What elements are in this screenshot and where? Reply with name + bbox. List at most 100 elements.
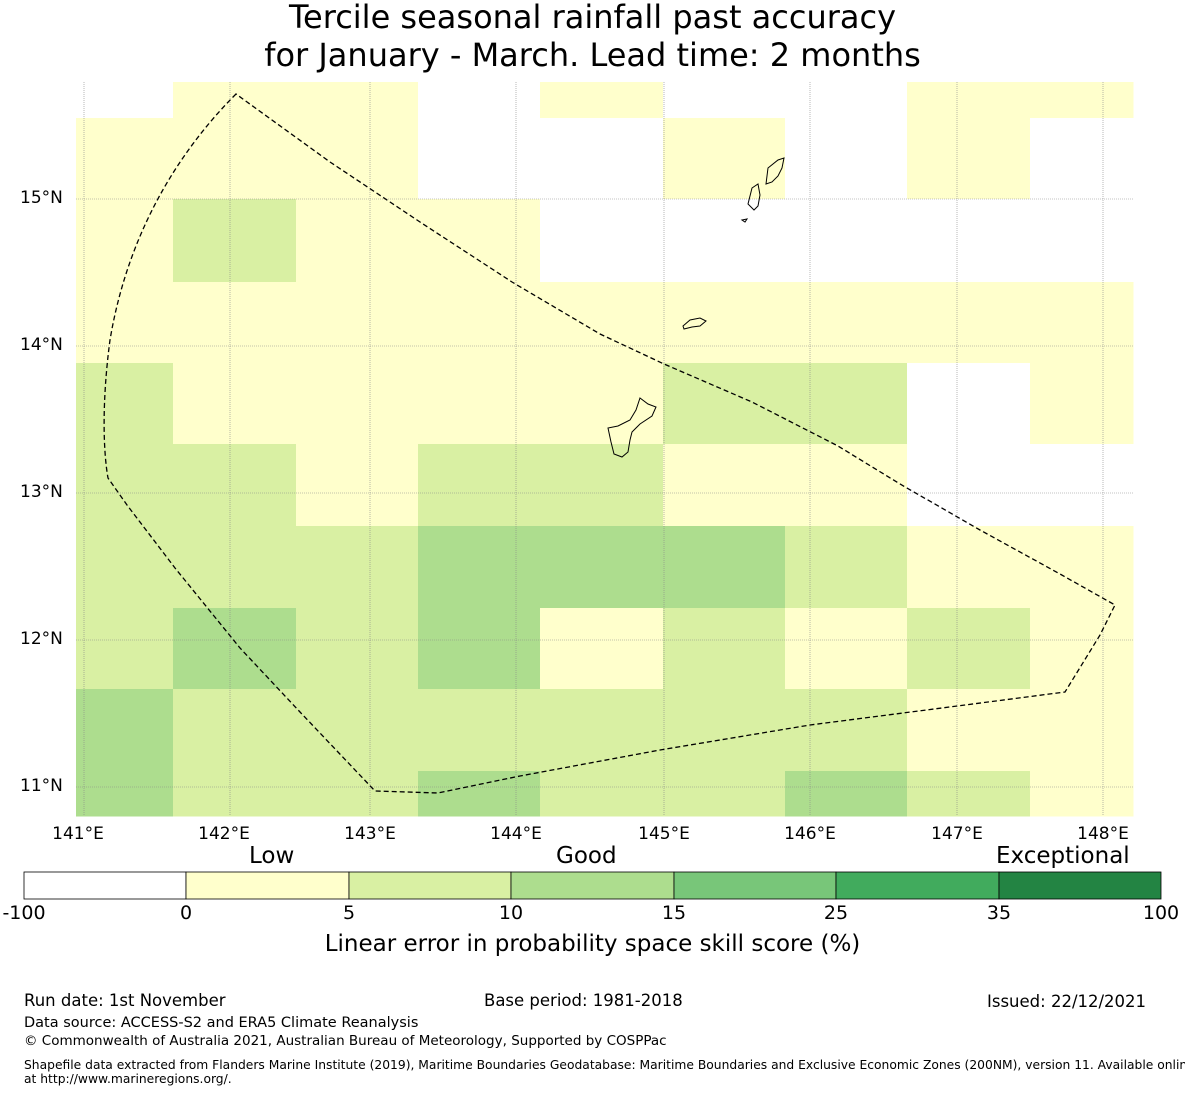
- grid-cell: [418, 199, 541, 283]
- grid-cell: [296, 82, 419, 119]
- colorbar-tick: 15: [661, 902, 687, 924]
- grid-cell: [785, 526, 908, 609]
- colorbar-segment: [673, 871, 837, 900]
- grid-cell: [1030, 771, 1134, 817]
- grid-cell: [663, 118, 786, 200]
- colorbar-tick: 5: [342, 902, 356, 924]
- grid-cell: [785, 282, 908, 364]
- colorbar: [23, 871, 1162, 900]
- grid-cell: [663, 771, 786, 817]
- grid-cell: [785, 608, 908, 690]
- lat-label: 12°N: [20, 629, 63, 649]
- island-tinian: [747, 183, 761, 211]
- colorbar-segments: [23, 871, 1162, 900]
- colorbar-tick: 10: [498, 902, 524, 924]
- grid-cell: [663, 689, 786, 772]
- grid-cell: [173, 118, 297, 200]
- grid-cell: [785, 199, 908, 283]
- grid-cell: [173, 82, 297, 119]
- grid-cell: [1030, 199, 1134, 283]
- island-aguijan: [740, 218, 749, 223]
- grid-cell: [907, 771, 1031, 817]
- grid-cell: [907, 82, 1031, 119]
- island-guam: [607, 397, 657, 458]
- grid-cell: [296, 689, 419, 772]
- grid-cell: [540, 771, 664, 817]
- map-title-line1: Tercile seasonal rainfall past accuracy: [288, 0, 897, 36]
- grid-cell: [785, 82, 908, 119]
- grid-cell: [76, 82, 174, 119]
- lon-label: 143°E: [344, 824, 396, 844]
- grid-cell: [1030, 689, 1134, 772]
- lon-label: 147°E: [931, 824, 983, 844]
- colorbar-tick: 35: [986, 902, 1012, 924]
- grid-cell: [540, 444, 664, 527]
- grid-cell: [785, 118, 908, 200]
- grid-cell: [1030, 118, 1134, 200]
- grid-cell: [1030, 608, 1134, 690]
- grid-cell: [785, 363, 908, 445]
- grid-cell: [907, 689, 1031, 772]
- grid-cell: [907, 118, 1031, 200]
- lon-label: 146°E: [784, 824, 836, 844]
- grid-cell: [663, 608, 786, 690]
- grid-cell: [540, 282, 664, 364]
- grid-cell: [418, 526, 541, 609]
- grid-cell: [1030, 82, 1134, 119]
- grid-cell: [540, 199, 664, 283]
- colorbar-segment: [348, 871, 512, 900]
- shapefile-credit: Shapefile data extracted from Flanders M…: [24, 1058, 1185, 1086]
- shapefile-credit-line2: at http://www.marineregions.org/.: [24, 1072, 232, 1086]
- grid-cell: [418, 608, 541, 690]
- lon-label: 148°E: [1077, 824, 1129, 844]
- skill-score-map: [76, 82, 1134, 817]
- colorbar-tick: 100: [1142, 902, 1180, 924]
- grid-cell: [663, 199, 786, 283]
- grid-cell: [907, 363, 1031, 445]
- grid-cell: [76, 608, 174, 690]
- colorbar-category-good: Good: [556, 843, 617, 869]
- grid-cell: [785, 444, 908, 527]
- islands: [607, 157, 785, 458]
- grid-cell: [540, 526, 664, 609]
- grid-cell: [540, 82, 664, 119]
- grid-cell: [76, 444, 174, 527]
- grid-cell: [418, 363, 541, 445]
- colorbar-tick: 25: [823, 902, 849, 924]
- map-title-line2: for January - March. Lead time: 2 months: [264, 36, 921, 74]
- colorbar-segment: [510, 871, 675, 900]
- grid-cell: [418, 689, 541, 772]
- lat-label: 15°N: [20, 188, 63, 208]
- grid-cell: [1030, 444, 1134, 527]
- grid-cell: [173, 363, 297, 445]
- grid-cell: [296, 363, 419, 445]
- lon-label: 144°E: [490, 824, 542, 844]
- grid-cell: [76, 282, 174, 364]
- colorbar-segment: [23, 871, 187, 900]
- grid-cell: [1030, 282, 1134, 364]
- base-period: Base period: 1981-2018: [484, 991, 683, 1010]
- lat-label: 13°N: [20, 482, 63, 502]
- grid-cell: [173, 526, 297, 609]
- grid-cell: [663, 282, 786, 364]
- grid-cell: [76, 118, 174, 200]
- grid-cell: [785, 689, 908, 772]
- grid-cell: [173, 608, 297, 690]
- grid-cell: [418, 82, 541, 119]
- grid-cell: [296, 444, 419, 527]
- graticule: [76, 82, 1133, 816]
- grid-cell: [1030, 363, 1134, 445]
- colorbar-segment: [185, 871, 350, 900]
- issued-date: Issued: 22/12/2021: [987, 992, 1147, 1011]
- colorbar-tick: 0: [179, 902, 193, 924]
- grid-cell: [296, 282, 419, 364]
- grid-cell: [907, 444, 1031, 527]
- colorbar-label: Linear error in probability space skill …: [324, 931, 861, 957]
- lon-label: 142°E: [198, 824, 250, 844]
- grid-cell: [418, 444, 541, 527]
- grid-cell: [907, 608, 1031, 690]
- colorbar-segment: [835, 871, 1000, 900]
- grid-cell: [173, 199, 297, 283]
- grid-cell: [173, 771, 297, 817]
- grid-cell: [76, 526, 174, 609]
